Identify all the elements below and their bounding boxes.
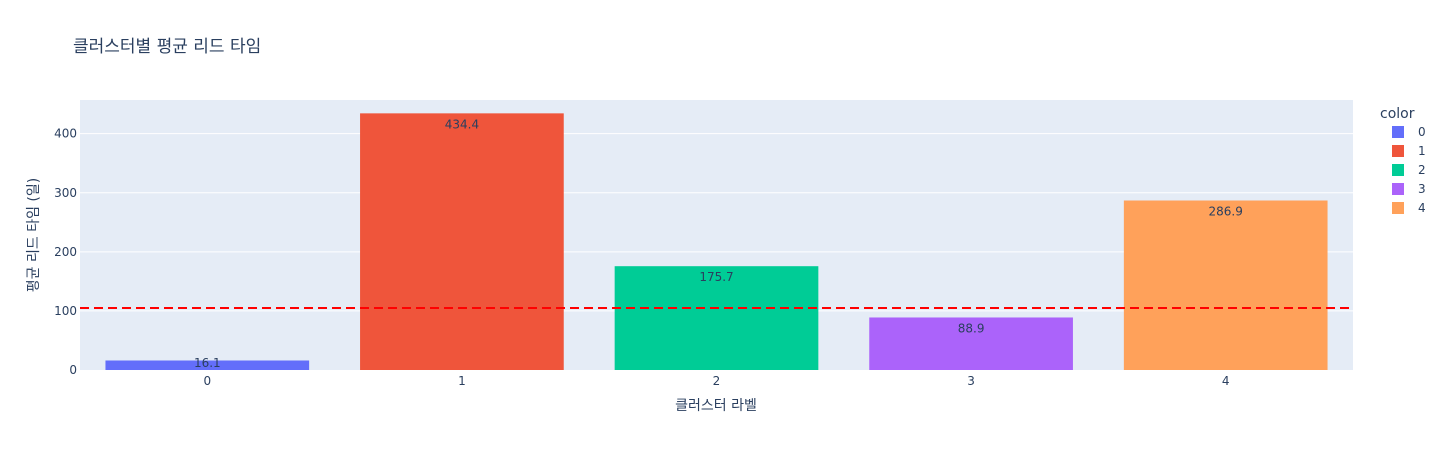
legend-entry-label: 1 xyxy=(1418,144,1426,158)
y-tick-label: 400 xyxy=(54,127,77,141)
bar-cluster-2 xyxy=(614,266,819,370)
x-tick-label: 0 xyxy=(203,374,211,388)
bar-cluster-0 xyxy=(105,360,310,370)
bar-cluster-1 xyxy=(360,113,564,370)
data-labels: 16.1 434.4 175.7 88.9 286.9 xyxy=(194,117,1243,370)
bar-value-label: 175.7 xyxy=(699,270,733,284)
legend: color 0 1 2 3 4 xyxy=(1380,106,1426,215)
chart-title: 클러스터별 평균 리드 타임 xyxy=(73,37,262,57)
y-tick-label: 0 xyxy=(69,363,77,377)
legend-entry-label: 4 xyxy=(1418,201,1426,215)
legend-title: color xyxy=(1380,106,1415,122)
y-axis: 0 100 200 300 400 xyxy=(54,127,77,377)
x-tick-label: 2 xyxy=(713,374,721,388)
x-tick-label: 4 xyxy=(1222,374,1230,388)
y-tick-label: 200 xyxy=(54,245,77,259)
legend-swatch xyxy=(1392,164,1404,176)
bar-value-label: 16.1 xyxy=(194,356,221,370)
bar-value-label: 286.9 xyxy=(1209,204,1243,218)
legend-entry-label: 0 xyxy=(1418,125,1426,139)
legend-entry-label: 2 xyxy=(1418,163,1426,177)
x-axis-title: 클러스터 라벨 xyxy=(675,398,757,414)
legend-entry-label: 3 xyxy=(1418,182,1426,196)
y-tick-label: 300 xyxy=(54,186,77,200)
bar-cluster-4 xyxy=(1123,200,1328,370)
y-axis-title: 평균 리드 타임 (일) xyxy=(26,178,42,292)
bar-value-label: 434.4 xyxy=(445,117,479,131)
legend-swatch xyxy=(1392,183,1404,195)
x-tick-label: 3 xyxy=(967,374,975,388)
legend-swatch xyxy=(1392,126,1404,138)
bar-cluster-3 xyxy=(869,317,1073,370)
y-tick-label: 100 xyxy=(54,304,77,318)
bars xyxy=(105,113,1328,370)
bar-value-label: 88.9 xyxy=(958,321,985,335)
legend-swatch xyxy=(1392,202,1404,214)
legend-swatch xyxy=(1392,145,1404,157)
x-tick-label: 1 xyxy=(458,374,466,388)
x-axis: 0 1 2 3 4 xyxy=(203,374,1229,388)
